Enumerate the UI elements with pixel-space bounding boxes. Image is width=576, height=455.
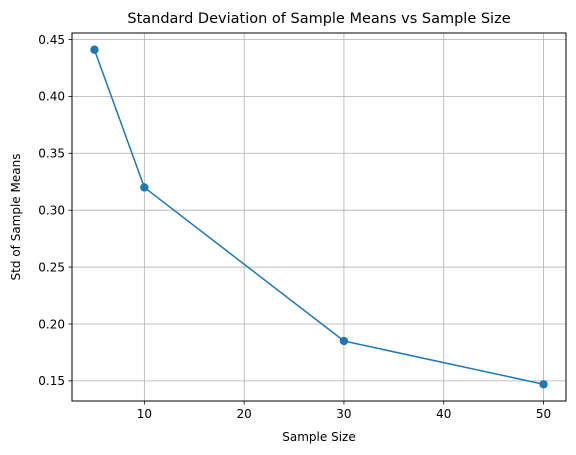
- x-tick-label: 40: [436, 407, 451, 421]
- data-point-marker: [140, 183, 149, 192]
- data-point-marker: [90, 45, 99, 54]
- x-tick-label: 50: [536, 407, 551, 421]
- x-tick-label: 20: [237, 407, 252, 421]
- y-tick-label: 0.35: [38, 147, 65, 161]
- x-tick-label: 10: [137, 407, 152, 421]
- data-point-marker: [339, 336, 349, 346]
- x-tick-label: 30: [336, 407, 351, 421]
- y-tick-label: 0.40: [38, 90, 65, 104]
- tick-layer: 10 20 30 40 50 0.15 0.20 0.25 0.30 0.35 0.40 0.45: [38, 33, 551, 421]
- data-point-marker: [539, 380, 548, 389]
- series-layer: [90, 45, 548, 389]
- y-tick-label: 0.20: [38, 317, 65, 331]
- series-line: [93, 49, 544, 386]
- grid-lines: [72, 33, 566, 401]
- chart-title: Standard Deviation of Sample Means vs Sa…: [127, 11, 510, 27]
- y-axis-label: Std of Sample Means: [9, 154, 23, 281]
- y-tick-label: 0.15: [38, 374, 65, 388]
- plot-frame: [71, 32, 567, 402]
- y-tick-label: 0.25: [38, 260, 65, 274]
- y-tick-label: 0.30: [38, 203, 65, 217]
- y-tick-label: 0.45: [38, 33, 65, 47]
- x-axis-label: Sample Size: [282, 430, 355, 444]
